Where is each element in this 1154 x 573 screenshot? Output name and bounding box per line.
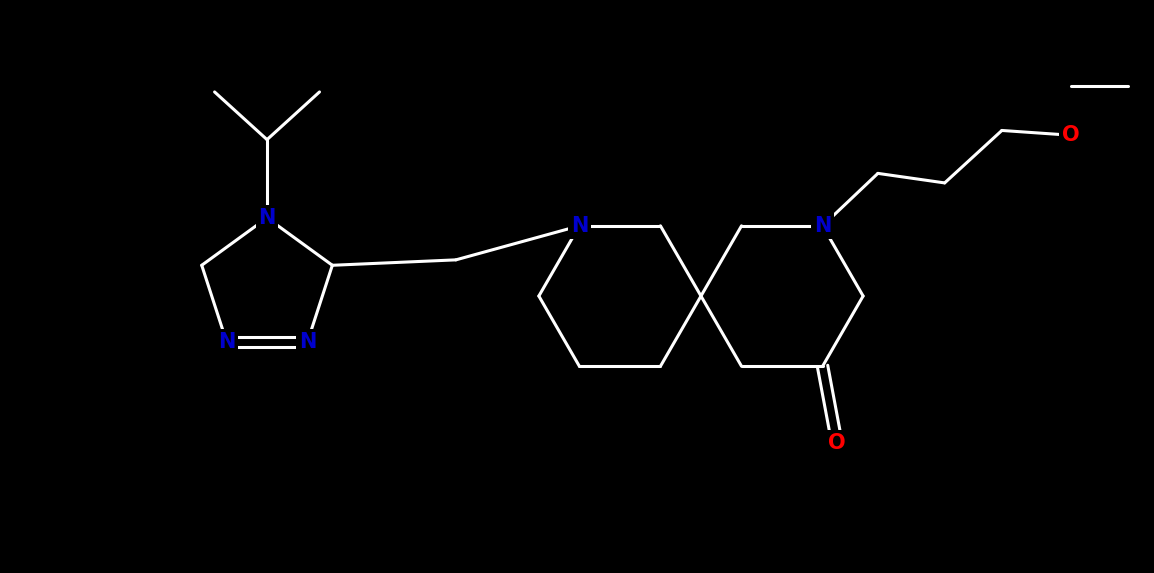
Text: O: O — [829, 433, 846, 453]
Text: O: O — [1062, 125, 1079, 145]
Text: N: N — [814, 216, 831, 236]
Text: N: N — [299, 332, 316, 352]
Text: N: N — [218, 332, 235, 352]
Text: N: N — [571, 216, 589, 236]
Text: N: N — [258, 208, 276, 228]
